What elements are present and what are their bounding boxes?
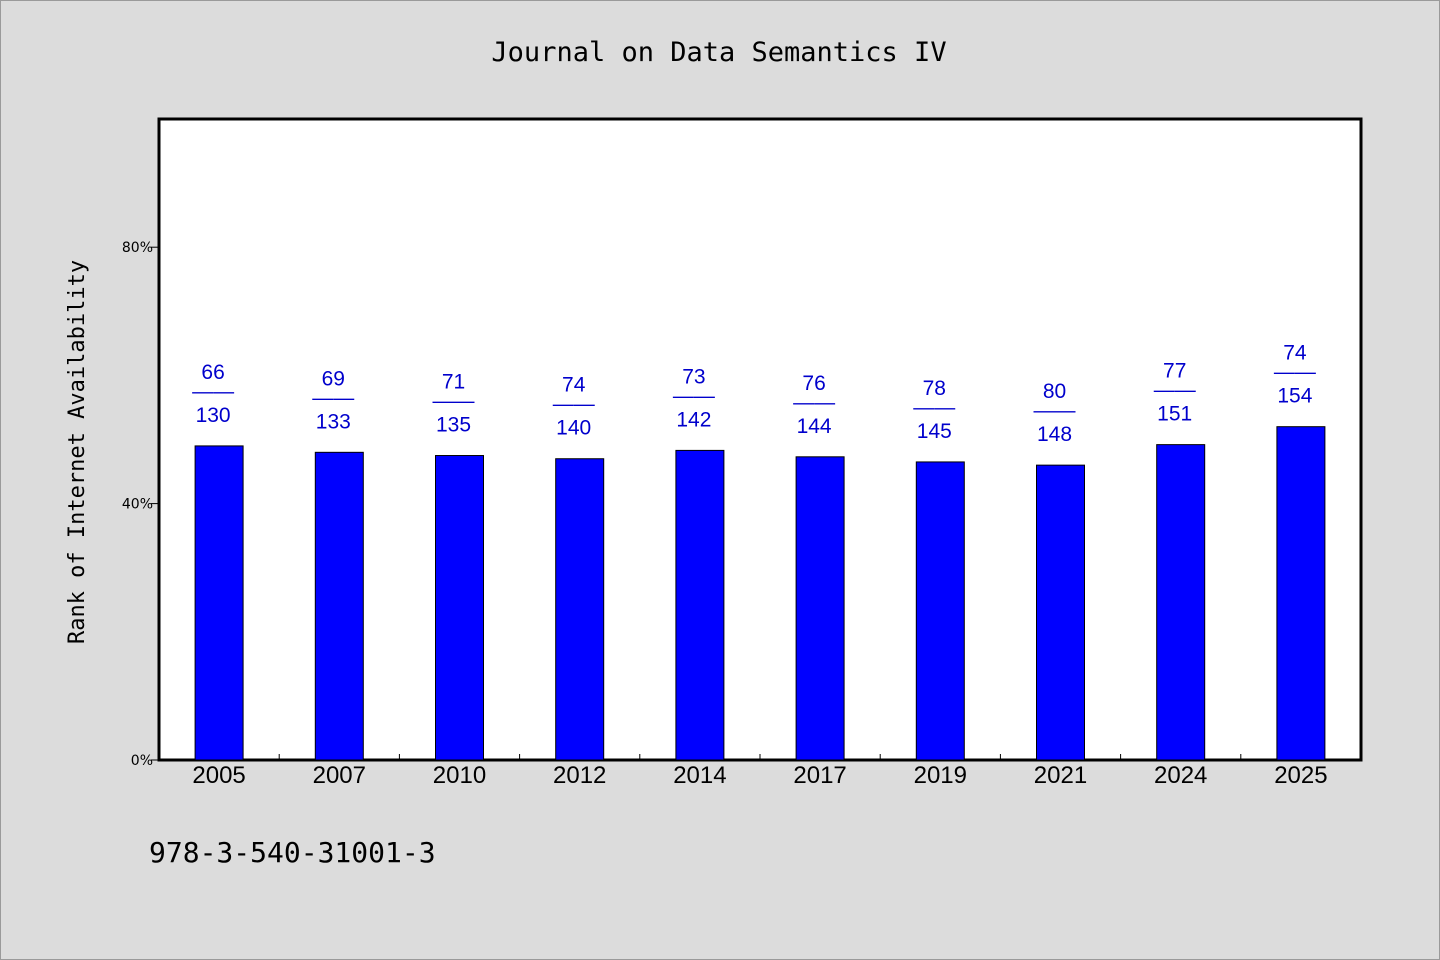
x-axis: 2005 2007 2010 2012 2014 2017 2019 2021 2024 2025 xyxy=(192,754,1328,789)
bar-2019 xyxy=(915,461,965,761)
data-label-bottom-2024: 151 xyxy=(1157,403,1192,426)
bar-2012 xyxy=(555,458,605,761)
x-tick-label-2007: 2007 xyxy=(313,762,366,789)
bar-2025 xyxy=(1276,426,1326,761)
y-axis: 0% 40% 80% xyxy=(122,240,159,769)
data-label-bottom-2021: 148 xyxy=(1037,423,1072,446)
data-label-sep-2014: —— xyxy=(673,384,715,407)
data-label-sep-2025: —— xyxy=(1274,361,1316,384)
isbn-footnote: 978-3-540-31001-3 xyxy=(149,836,436,869)
x-tick-label-2025: 2025 xyxy=(1274,762,1327,789)
x-tick-label-2010: 2010 xyxy=(433,762,486,789)
data-label-sep-2024: —— xyxy=(1154,379,1196,402)
x-tick-label-2012: 2012 xyxy=(553,762,606,789)
data-label-sep-2021: —— xyxy=(1034,399,1076,422)
bar-2014 xyxy=(675,449,725,761)
y-axis-label: Rank of Internet Availability xyxy=(65,260,90,644)
data-label-bottom-2017: 144 xyxy=(797,415,832,438)
x-tick-label-2014: 2014 xyxy=(673,762,726,789)
bar-2024 xyxy=(1156,444,1206,761)
data-label-top-2007: 69 xyxy=(322,367,345,390)
x-tick-label-2019: 2019 xyxy=(914,762,967,789)
bars-group xyxy=(194,426,1326,761)
data-label-top-2025: 74 xyxy=(1283,342,1307,365)
bar-2021 xyxy=(1036,464,1085,761)
data-label-sep-2017: —— xyxy=(793,391,835,414)
data-label-bottom-2007: 133 xyxy=(316,410,351,433)
data-label-bottom-2010: 135 xyxy=(436,414,471,437)
data-label-top-2010: 71 xyxy=(442,371,465,394)
x-tick-label-2005: 2005 xyxy=(192,762,245,789)
data-label-top-2005: 66 xyxy=(201,361,224,384)
data-label-bottom-2019: 145 xyxy=(917,420,952,443)
data-label-bottom-2005: 130 xyxy=(196,404,231,427)
data-label-bottom-2014: 142 xyxy=(676,408,711,431)
y-tick-label-0: 0% xyxy=(131,753,153,769)
y-tick-label-1: 40% xyxy=(122,497,153,513)
data-label-sep-2012: —— xyxy=(553,393,595,416)
data-labels-group: 66——13069——13371——13574——14073——14276——1… xyxy=(192,342,1316,446)
data-label-top-2019: 78 xyxy=(923,377,946,400)
data-label-sep-2019: —— xyxy=(913,396,955,419)
x-tick-label-2017: 2017 xyxy=(793,762,846,789)
data-label-sep-2005: —— xyxy=(192,380,234,403)
data-label-sep-2007: —— xyxy=(312,386,354,409)
data-label-top-2014: 73 xyxy=(682,365,705,388)
data-label-top-2021: 80 xyxy=(1043,380,1066,403)
y-tick-label-2: 80% xyxy=(122,240,153,256)
chart-title: Journal on Data Semantics IV xyxy=(491,37,946,68)
data-label-top-2017: 76 xyxy=(802,372,825,395)
bar-2017 xyxy=(795,456,845,761)
bar-2010 xyxy=(435,455,484,761)
data-label-sep-2010: —— xyxy=(433,390,475,413)
bar-2005 xyxy=(194,445,244,761)
bar-2007 xyxy=(314,451,364,761)
data-label-top-2024: 77 xyxy=(1163,360,1186,383)
x-tick-label-2021: 2021 xyxy=(1034,762,1087,789)
data-label-bottom-2012: 140 xyxy=(556,417,591,440)
data-label-bottom-2025: 154 xyxy=(1277,385,1312,408)
x-tick-label-2024: 2024 xyxy=(1154,762,1207,789)
data-label-top-2012: 74 xyxy=(562,374,586,397)
